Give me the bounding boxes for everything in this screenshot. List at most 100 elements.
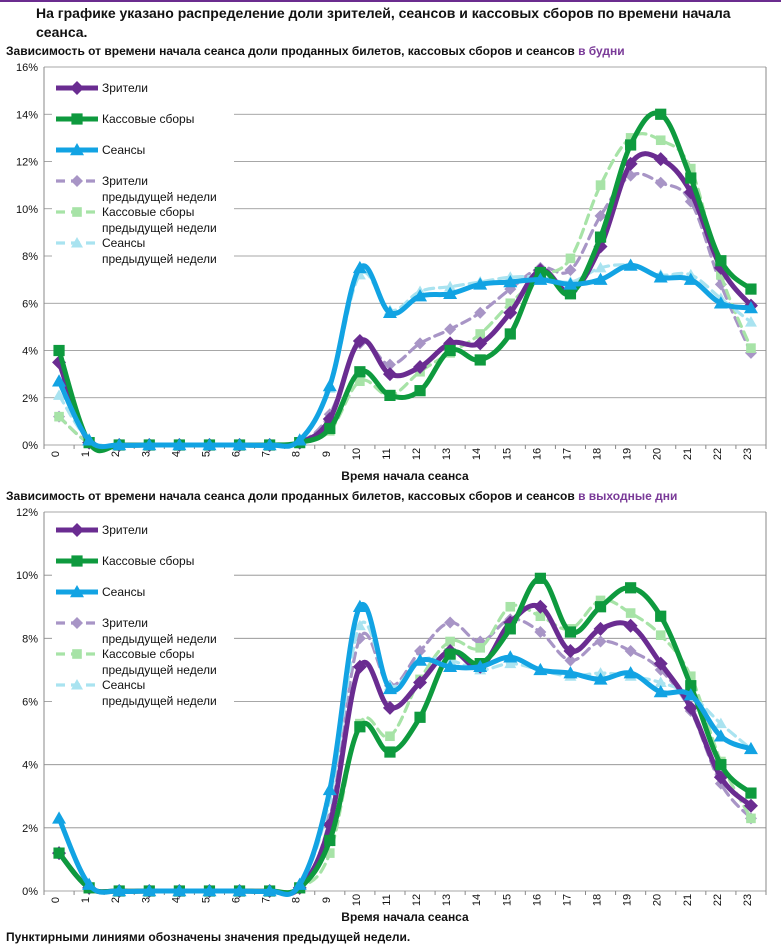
x-tick-label: 14 — [471, 894, 483, 906]
data-point — [746, 813, 756, 824]
legend-marker — [70, 523, 84, 537]
data-point — [354, 366, 366, 378]
data-point — [564, 654, 577, 667]
data-point — [563, 666, 578, 679]
x-tick-label: 7 — [261, 897, 273, 903]
x-tick-label: 17 — [561, 894, 573, 906]
x-tick-label: 19 — [622, 894, 634, 906]
data-point — [414, 644, 427, 657]
data-point — [685, 163, 696, 174]
data-point — [413, 675, 428, 690]
legend-item: Кассовые сборы — [56, 112, 194, 126]
data-point — [503, 274, 518, 288]
data-point — [653, 656, 668, 671]
data-point — [292, 877, 307, 890]
x-tick-label: 21 — [682, 894, 694, 906]
chart-2-title-prefix: Зависимость от времени начала сеанса дол… — [6, 489, 575, 503]
data-point — [142, 884, 157, 897]
legend-item: Зрители — [56, 81, 148, 95]
legend-label: Сеансы — [102, 585, 145, 599]
legend-background — [52, 76, 234, 266]
y-tick-label: 10% — [16, 570, 38, 582]
data-point — [82, 433, 97, 446]
legend-label: Сеансы — [102, 678, 145, 692]
legend-item: Сеансы — [56, 585, 145, 599]
data-point — [473, 336, 488, 351]
legend-label: Кассовые сборы — [102, 205, 194, 219]
data-point — [474, 354, 486, 366]
x-tick-label: 3 — [140, 451, 152, 457]
x-tick-label: 13 — [441, 894, 453, 906]
footnote: Пунктирными линиями обозначены значения … — [6, 930, 411, 944]
data-point — [82, 877, 97, 890]
data-point — [715, 759, 727, 771]
data-point — [714, 717, 727, 729]
data-point — [565, 253, 576, 264]
legend-label: предыдущей недели — [102, 190, 217, 204]
data-point — [142, 438, 157, 451]
data-point — [655, 610, 667, 622]
data-point — [503, 650, 518, 663]
y-tick-label: 12% — [16, 157, 38, 169]
legend-marker — [71, 237, 83, 248]
legend-label: Кассовые сборы — [102, 112, 194, 126]
y-tick-label: 4% — [22, 346, 38, 358]
x-tick-label: 23 — [742, 894, 754, 906]
data-point — [653, 685, 668, 698]
chart-1-title-prefix: Зависимость от времени начала сеанса дол… — [6, 44, 575, 58]
data-point — [444, 648, 456, 660]
x-tick-label: 0 — [50, 897, 62, 903]
x-tick-label: 8 — [291, 451, 303, 457]
data-point — [172, 438, 187, 451]
legend-item: Зрители предыдущей недели — [56, 174, 217, 204]
legend-marker — [70, 585, 84, 598]
x-tick-label: 5 — [200, 451, 212, 457]
data-point — [534, 572, 546, 584]
data-point — [353, 619, 366, 631]
legend-label: предыдущей недели — [102, 663, 217, 677]
legend-label: Сеансы — [102, 236, 145, 250]
data-point — [352, 659, 367, 674]
data-point — [654, 676, 667, 688]
data-point — [382, 305, 397, 318]
data-point — [745, 787, 757, 799]
data-point — [504, 657, 517, 669]
y-tick-label: 6% — [22, 298, 38, 310]
data-point — [683, 688, 698, 701]
data-point — [533, 272, 548, 285]
legend-label: Зрители — [102, 174, 148, 188]
data-point — [563, 277, 578, 290]
x-tick-label: 12 — [411, 448, 423, 460]
x-tick-label: 20 — [652, 894, 664, 906]
x-tick-label: 11 — [381, 448, 393, 459]
data-point — [232, 438, 247, 451]
x-tick-label: 9 — [321, 897, 333, 903]
chart-1-title: Зависимость от времени начала сеанса дол… — [6, 44, 625, 58]
chart-1-title-highlight: в будни — [574, 44, 625, 58]
x-tick-label: 5 — [200, 897, 212, 903]
legend: Зрители Кассовые сборы Сеансы Зрители предыд… — [52, 76, 234, 266]
x-tick-label: 21 — [682, 448, 694, 460]
data-point — [292, 433, 307, 446]
x-tick-label: 2 — [110, 897, 122, 903]
legend-item: Сеансы предыдущей недели — [56, 236, 217, 266]
data-point — [413, 653, 428, 666]
legend-item: Кассовые сборы — [56, 554, 194, 568]
legend-label: Сеансы — [102, 143, 145, 157]
data-point — [52, 811, 67, 824]
legend-marker — [72, 649, 82, 659]
x-tick-label: 19 — [622, 448, 634, 460]
data-point — [594, 635, 607, 648]
data-point — [53, 847, 65, 859]
data-point — [54, 411, 64, 422]
legend-item: Зрители предыдущей недели — [56, 616, 217, 646]
data-point — [594, 667, 607, 678]
data-point — [655, 135, 666, 146]
x-tick-label: 16 — [531, 894, 543, 906]
y-tick-label: 8% — [22, 633, 38, 645]
data-point — [564, 626, 577, 638]
legend-background — [52, 518, 234, 708]
data-point — [324, 422, 336, 435]
x-tick-label: 18 — [592, 448, 604, 460]
data-point — [382, 700, 397, 715]
